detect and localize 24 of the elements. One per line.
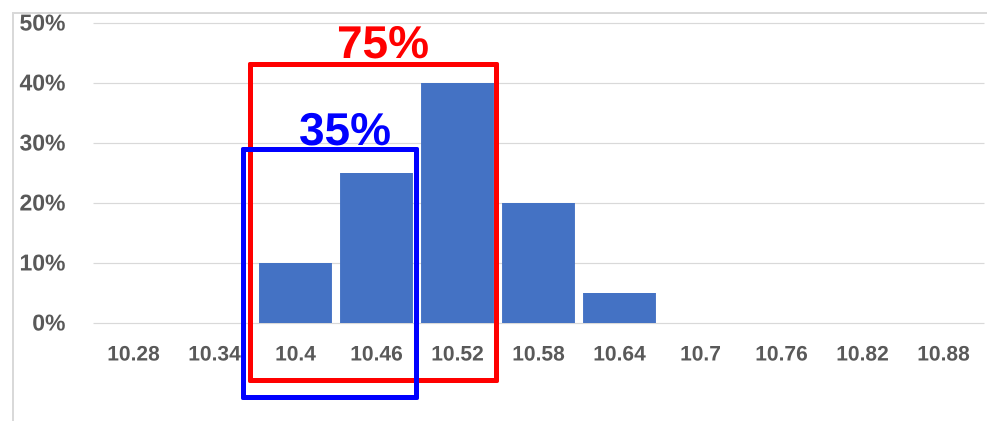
- y-tick-label: 10%: [19, 250, 66, 276]
- y-tick-label: 40%: [19, 70, 66, 96]
- annotation: 75%: [336, 16, 430, 68]
- x-tick-label: 10.88: [917, 342, 970, 366]
- x-tick-label: 10.76: [755, 342, 808, 366]
- bar: [502, 203, 575, 323]
- y-tick-label: 20%: [19, 190, 66, 216]
- y-tick-label: 50%: [19, 10, 66, 36]
- x-tick-label: 10.64: [593, 342, 646, 366]
- y-tick-label: 0%: [32, 310, 66, 336]
- y-tick-label: 30%: [19, 130, 66, 156]
- x-tick-label: 10.28: [107, 342, 160, 366]
- bar: [421, 83, 494, 323]
- x-tick-label: 10.82: [836, 342, 889, 366]
- x-tick-label: 10.4: [275, 342, 316, 366]
- x-tick-label: 10.52: [431, 342, 484, 366]
- bar: [583, 293, 656, 323]
- x-tick-label: 10.34: [188, 342, 242, 366]
- bar: [340, 173, 413, 323]
- x-tick-label: 10.58: [512, 342, 566, 366]
- x-tick-label: 10.7: [680, 342, 721, 366]
- x-tick-label: 10.46: [350, 342, 403, 366]
- annotation: 35%: [298, 103, 392, 155]
- bar: [259, 263, 332, 323]
